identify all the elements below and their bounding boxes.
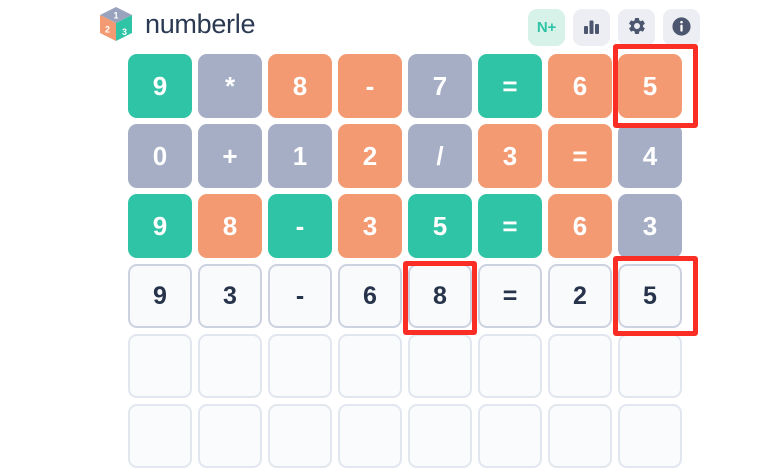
board-cell[interactable] xyxy=(548,404,612,468)
header-actions: N+ xyxy=(528,9,700,46)
board-cell[interactable]: 9 xyxy=(128,264,192,328)
board-cell[interactable]: 1 xyxy=(268,124,332,188)
guess-row-1: 9 * 8 - 7 = 6 5 xyxy=(128,44,698,128)
board-cell[interactable]: 6 xyxy=(338,264,402,328)
board-cell[interactable]: - xyxy=(268,264,332,328)
board-cell[interactable]: 5 xyxy=(618,264,682,328)
new-game-button[interactable]: N+ xyxy=(528,9,565,46)
board-cell[interactable]: 9 xyxy=(128,54,192,118)
svg-text:3: 3 xyxy=(122,27,127,37)
guess-row-2: 0 + 1 2 / 3 = 4 xyxy=(128,124,682,188)
board-cell[interactable]: = xyxy=(478,264,542,328)
board-cell[interactable]: / xyxy=(408,124,472,188)
board-cell[interactable]: 8 xyxy=(198,194,262,258)
n-plus-icon: N+ xyxy=(536,19,557,36)
board-cell[interactable] xyxy=(338,334,402,398)
board-cell[interactable] xyxy=(408,334,472,398)
brand: 1 2 3 numberle xyxy=(97,5,255,45)
board-cell[interactable]: 3 xyxy=(338,194,402,258)
statistics-button[interactable] xyxy=(573,9,610,46)
board-cell[interactable]: 2 xyxy=(548,264,612,328)
board-cell[interactable]: 0 xyxy=(128,124,192,188)
board-cell[interactable] xyxy=(478,404,542,468)
board-cell[interactable]: - xyxy=(338,54,402,118)
board-cell[interactable]: - xyxy=(268,194,332,258)
board-cell[interactable]: 3 xyxy=(618,194,682,258)
board-cell[interactable]: 4 xyxy=(618,124,682,188)
guess-row-6 xyxy=(128,404,682,468)
settings-button[interactable] xyxy=(618,9,655,46)
board-cell[interactable] xyxy=(408,404,472,468)
board-cell[interactable] xyxy=(618,334,682,398)
board-cell[interactable]: 8 xyxy=(408,264,472,328)
board-cell[interactable]: = xyxy=(478,194,542,258)
board-cell[interactable] xyxy=(268,404,332,468)
numbered-cube-logo: 1 2 3 xyxy=(97,5,135,45)
board-cell[interactable]: 2 xyxy=(338,124,402,188)
board-cell[interactable] xyxy=(198,404,262,468)
board-cell[interactable]: 5 xyxy=(618,54,682,118)
board-cell[interactable]: = xyxy=(548,124,612,188)
page-title: numberle xyxy=(145,8,256,39)
board-cell[interactable]: 6 xyxy=(548,54,612,118)
app-header: 1 2 3 numberle N+ xyxy=(0,0,778,50)
info-circle-icon xyxy=(671,16,692,40)
gear-icon xyxy=(627,16,647,39)
board-cell[interactable] xyxy=(548,334,612,398)
board-cell[interactable]: 6 xyxy=(548,194,612,258)
board-cell[interactable]: * xyxy=(198,54,262,118)
board-cell[interactable]: 5 xyxy=(408,194,472,258)
board-cell[interactable] xyxy=(338,404,402,468)
board-cell[interactable]: 9 xyxy=(128,194,192,258)
board-cell[interactable] xyxy=(268,334,332,398)
guess-row-4-active: 9 3 - 6 8 = 2 5 xyxy=(128,256,698,336)
board-cell[interactable] xyxy=(198,334,262,398)
board-cell[interactable] xyxy=(128,334,192,398)
svg-text:2: 2 xyxy=(105,25,110,35)
guess-row-5 xyxy=(128,334,682,398)
board-cell[interactable] xyxy=(128,404,192,468)
board-cell[interactable]: 3 xyxy=(198,264,262,328)
game-board: 9 * 8 - 7 = 6 5 0 + 1 2 / 3 = 4 9 8 - 3 … xyxy=(128,44,698,474)
board-cell[interactable]: 7 xyxy=(408,54,472,118)
svg-text:1: 1 xyxy=(113,11,118,21)
board-cell[interactable] xyxy=(618,404,682,468)
board-cell[interactable]: 8 xyxy=(268,54,332,118)
board-cell[interactable]: = xyxy=(478,54,542,118)
info-button[interactable] xyxy=(663,9,700,46)
board-cell[interactable]: + xyxy=(198,124,262,188)
guess-row-3: 9 8 - 3 5 = 6 3 xyxy=(128,194,682,258)
bar-chart-icon xyxy=(582,17,601,39)
board-cell[interactable]: 3 xyxy=(478,124,542,188)
board-cell[interactable] xyxy=(478,334,542,398)
